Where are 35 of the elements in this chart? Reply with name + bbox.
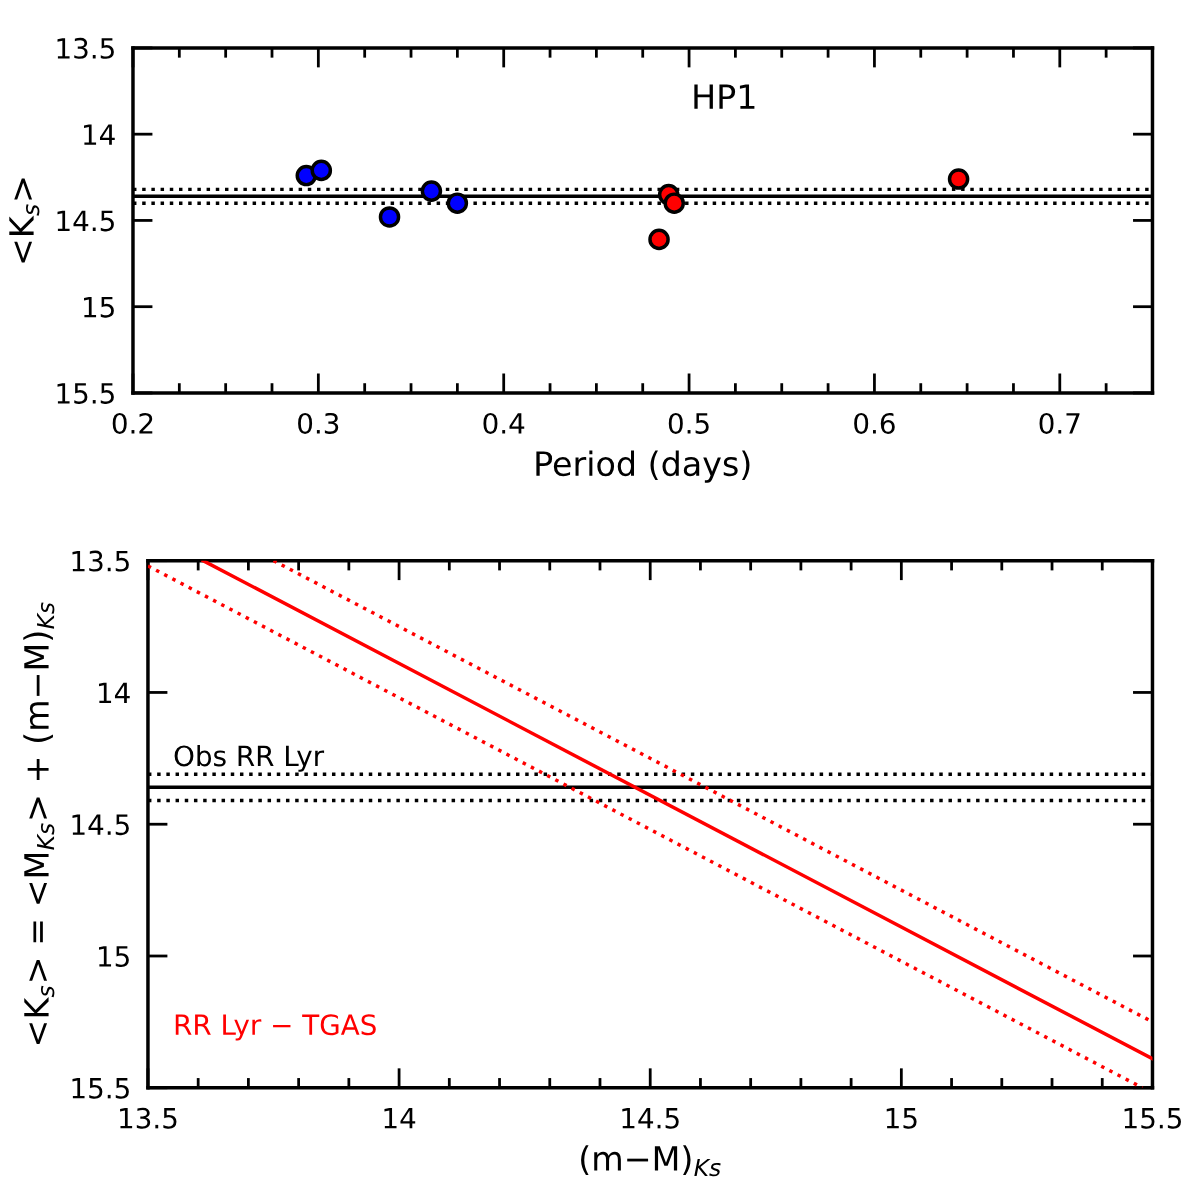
y-tick-label: 15.5 bbox=[57, 383, 114, 404]
y-tick-label: 14.5 bbox=[72, 814, 129, 836]
x-tick-label: 0.2 bbox=[112, 412, 153, 434]
x-tick-label: 0.7 bbox=[1039, 412, 1080, 434]
point bbox=[420, 180, 443, 202]
y-tick-label: 14 bbox=[84, 124, 115, 145]
y-axis-title: <K$_{s}$> bbox=[9, 178, 40, 263]
point bbox=[378, 206, 401, 228]
x-axis-title: Period (days) bbox=[536, 450, 750, 483]
x-tick-label: 14.5 bbox=[622, 1108, 679, 1129]
y-tick-label: 15.5 bbox=[72, 1078, 129, 1099]
x-tick-label: 0.5 bbox=[668, 412, 709, 434]
point bbox=[310, 159, 333, 182]
point bbox=[648, 228, 670, 251]
y-axis-title: <K$_{s}$> = <M$_{Ks}$> + (m−M)$_{Ks}$ bbox=[23, 602, 55, 1045]
point bbox=[947, 168, 970, 190]
y-tick-label: 14 bbox=[98, 682, 130, 703]
x-tick-label: 0.3 bbox=[298, 412, 339, 434]
y-tick-label: 14.5 bbox=[57, 210, 114, 232]
annotation: RR Lyr − TGAS bbox=[175, 1014, 376, 1041]
annotation: HP1 bbox=[694, 84, 755, 109]
y-tick-label: 15 bbox=[84, 296, 114, 318]
x-tick-label: 0.6 bbox=[854, 412, 895, 434]
y-tick-label: 13.5 bbox=[72, 550, 129, 572]
annotation: Obs RR Lyr bbox=[174, 744, 325, 772]
x-tick-label: 13.5 bbox=[120, 1107, 177, 1129]
x-axis-title: (m−M)$_{Ks}$ bbox=[581, 1145, 721, 1177]
x-tick-label: 15 bbox=[886, 1108, 917, 1129]
x-tick-label: 14 bbox=[384, 1108, 416, 1129]
x-tick-label: 0.4 bbox=[483, 412, 525, 434]
y-tick-label: 15 bbox=[98, 946, 129, 967]
x-tick-label: 15.5 bbox=[1124, 1108, 1181, 1129]
y-tick-label: 13.5 bbox=[57, 37, 114, 59]
point bbox=[446, 192, 469, 214]
point bbox=[663, 192, 686, 214]
